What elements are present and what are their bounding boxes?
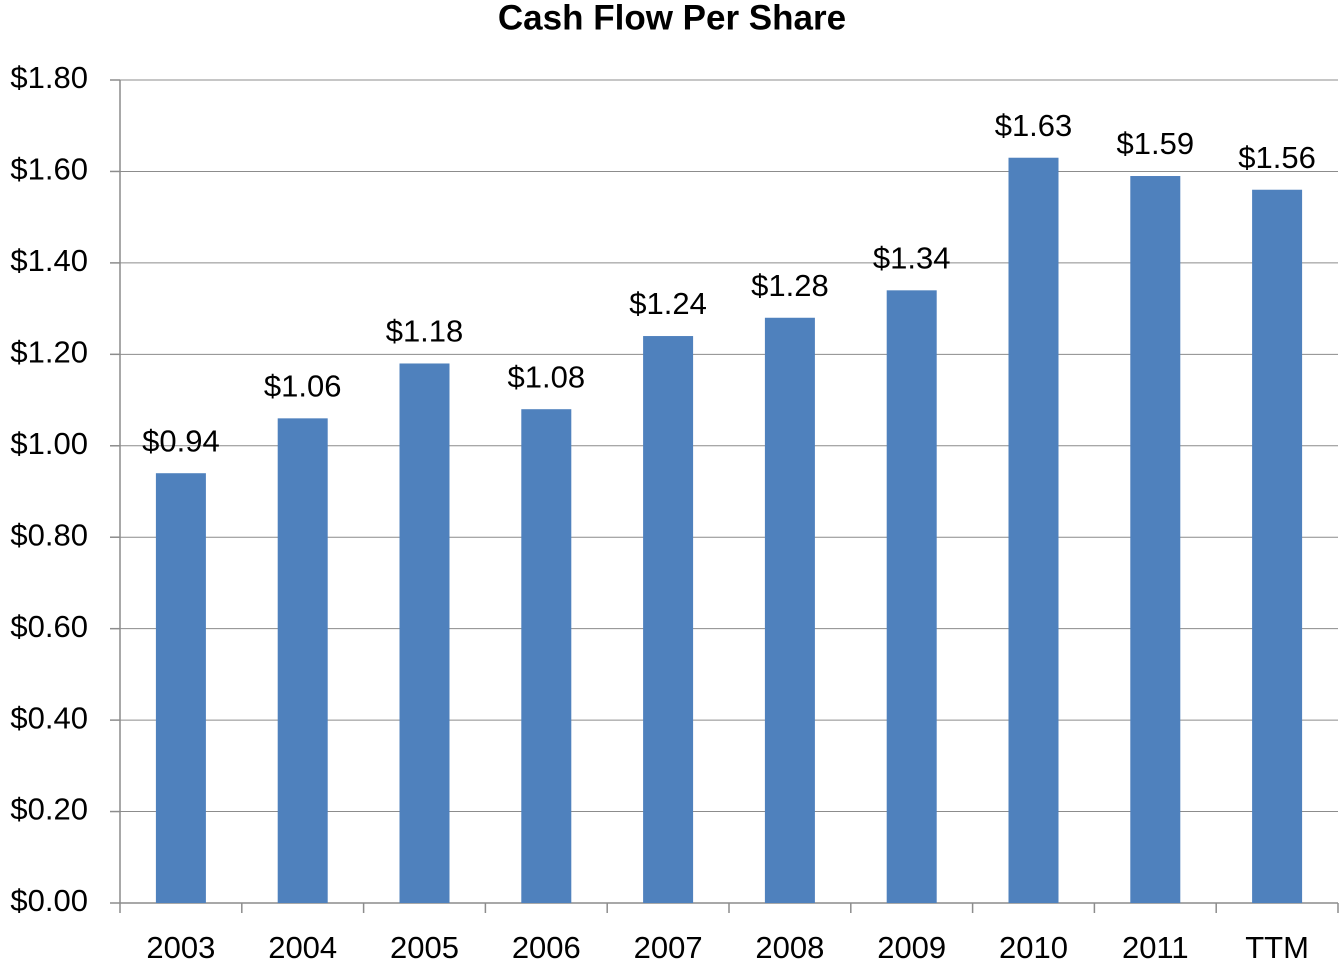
x-tick-label: 2005	[390, 930, 459, 964]
x-tick-label: 2011	[1122, 930, 1189, 964]
bar	[399, 363, 450, 903]
data-label: $1.59	[1117, 126, 1195, 161]
x-tick-label: 2010	[999, 930, 1068, 964]
x-tick-label: 2007	[634, 930, 703, 964]
data-label: $1.56	[1238, 140, 1316, 175]
x-tick-label: 2003	[146, 930, 215, 964]
y-tick-label: $0.40	[10, 700, 88, 735]
data-label: $1.28	[751, 268, 829, 303]
bar	[643, 336, 694, 903]
data-label: $0.94	[142, 423, 220, 458]
data-label: $1.18	[386, 314, 464, 349]
y-tick-label: $1.60	[10, 152, 88, 187]
data-label: $1.24	[629, 286, 707, 321]
y-tick-label: $1.00	[10, 426, 88, 461]
y-tick-label: $0.80	[10, 517, 88, 552]
y-tick-label: $1.40	[10, 243, 88, 278]
x-tick-label: 2008	[755, 930, 824, 964]
y-tick-label: $0.60	[10, 609, 88, 644]
data-label: $1.08	[508, 359, 586, 394]
bar	[886, 290, 937, 903]
y-tick-label: $0.00	[10, 883, 88, 918]
bar	[1130, 176, 1181, 903]
bar	[277, 418, 328, 903]
data-label: $1.06	[264, 369, 342, 404]
bar	[1252, 189, 1303, 903]
chart-title: Cash Flow Per Share	[498, 0, 846, 37]
y-tick-label: $1.80	[10, 60, 88, 95]
x-tick-label: 2006	[512, 930, 581, 964]
x-tick-label: 2004	[268, 930, 337, 964]
x-tick-label: TTM	[1245, 930, 1309, 964]
x-tick-label: 2009	[877, 930, 946, 964]
bar	[1008, 157, 1059, 903]
bar	[521, 409, 572, 903]
data-label: $1.34	[873, 241, 951, 276]
bar	[155, 473, 206, 903]
data-label: $1.63	[995, 108, 1073, 143]
y-tick-label: $1.20	[10, 335, 88, 370]
bar	[764, 317, 815, 903]
y-tick-label: $0.20	[10, 792, 88, 827]
